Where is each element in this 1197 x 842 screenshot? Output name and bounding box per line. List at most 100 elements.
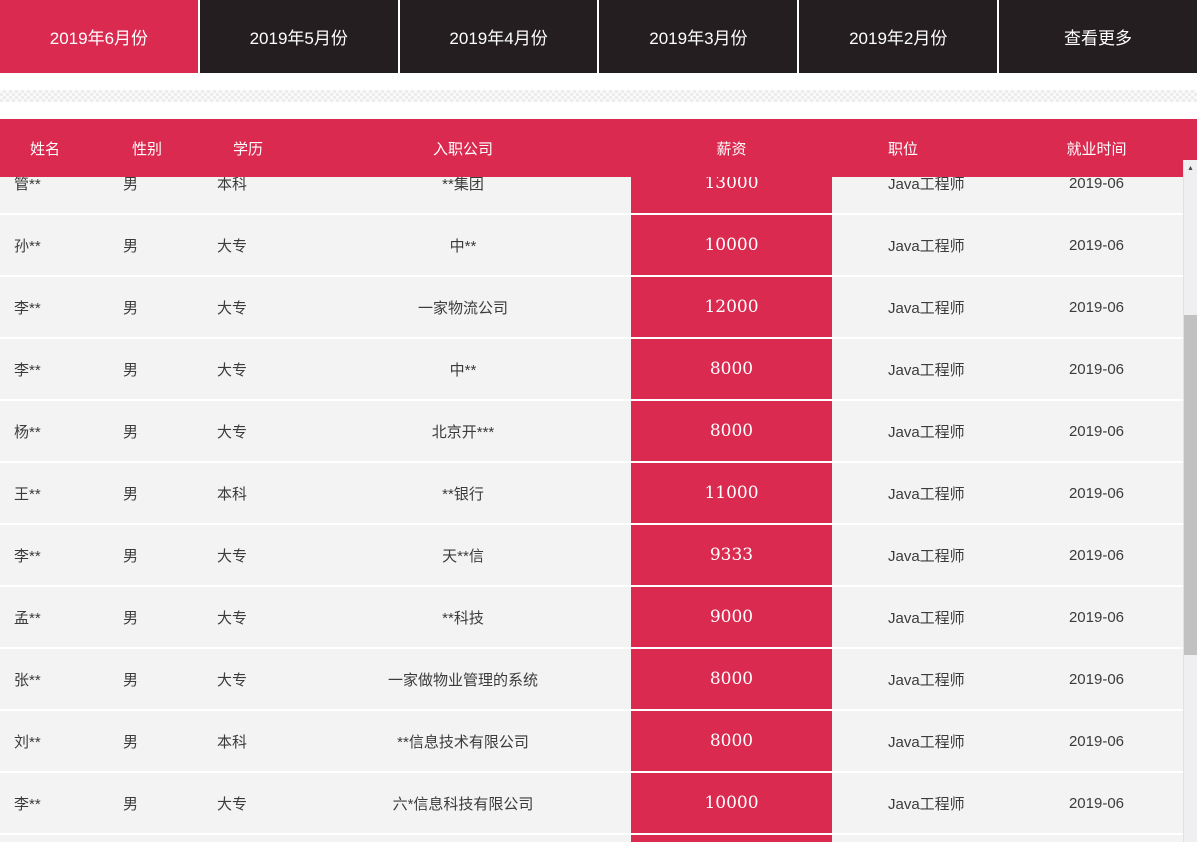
cell-gender: 男 bbox=[123, 795, 139, 813]
cell-education: 本科 bbox=[217, 733, 248, 751]
cell-date: 2019-06 bbox=[1068, 422, 1125, 440]
column-header-0: 姓名 bbox=[30, 140, 61, 158]
cell-company: **集团 bbox=[442, 175, 484, 193]
column-header-3: 入职公司 bbox=[432, 140, 493, 158]
column-header-2: 学历 bbox=[233, 140, 264, 158]
cell-name: 李** bbox=[14, 299, 41, 317]
table-row: 刘** 男 本科 **信息技术有限公司 8000 Java工程师 2019-06 bbox=[0, 711, 1183, 771]
cell-date: 2019-06 bbox=[1068, 670, 1125, 688]
cell-position: Java工程师 bbox=[888, 609, 965, 627]
cell-position: Java工程师 bbox=[888, 175, 965, 193]
cell-salary: 12000 bbox=[631, 277, 832, 337]
cell-company: 中** bbox=[449, 237, 477, 255]
cell-salary: 8000 bbox=[631, 401, 832, 461]
cell-gender: 男 bbox=[123, 175, 139, 193]
cell-education: 大专 bbox=[217, 609, 248, 627]
cell-gender: 男 bbox=[123, 671, 139, 689]
cell-education: 本科 bbox=[217, 485, 248, 503]
cell-education: 大专 bbox=[217, 423, 248, 441]
column-header-6: 就业时间 bbox=[1066, 140, 1127, 158]
tab-2019-05[interactable]: 2019年5月份 bbox=[199, 0, 398, 73]
cell-education: 大专 bbox=[217, 671, 248, 689]
cell-salary: 9333 bbox=[631, 525, 832, 585]
column-header-5: 职位 bbox=[888, 140, 919, 158]
cell-position: Java工程师 bbox=[888, 795, 965, 813]
cell-salary: 9000 bbox=[631, 835, 832, 842]
tab-view-more[interactable]: 查看更多 bbox=[999, 0, 1197, 73]
column-header-1: 性别 bbox=[132, 140, 163, 158]
cell-date: 2019-06 bbox=[1068, 360, 1125, 378]
cell-company: 中** bbox=[449, 361, 477, 379]
cell-position: Java工程师 bbox=[832, 835, 1010, 842]
table-row: 李** 男 大专 中** 8000 Java工程师 2019-06 bbox=[0, 339, 1183, 399]
cell-name: 王** bbox=[0, 835, 110, 842]
cell-position: Java工程师 bbox=[888, 299, 965, 317]
cell-salary: 10000 bbox=[631, 773, 832, 833]
cell-education: 大专 bbox=[217, 299, 248, 317]
cell-position: Java工程师 bbox=[888, 361, 965, 379]
cell-position: Java工程师 bbox=[888, 671, 965, 689]
cell-company: 天**信 bbox=[442, 547, 484, 565]
cell-education: 大专 bbox=[217, 795, 248, 813]
cell-name: 刘** bbox=[14, 733, 41, 751]
scrollbar-thumb[interactable] bbox=[1184, 315, 1197, 655]
table-row: 李** 男 大专 六*信息科技有限公司 10000 Java工程师 2019-06 bbox=[0, 773, 1183, 833]
cell-education: 大专 bbox=[217, 237, 248, 255]
cell-date: 2019-06 bbox=[1068, 794, 1125, 812]
table-row: 李** 男 大专 天**信 9333 Java工程师 2019-06 bbox=[0, 525, 1183, 585]
cell-position: Java工程师 bbox=[888, 423, 965, 441]
cell-education: 大专 bbox=[217, 361, 248, 379]
cell-gender: 男 bbox=[123, 423, 139, 441]
scroll-up-arrow-icon: ▲ bbox=[1187, 165, 1194, 172]
cell-company: **银行 bbox=[442, 485, 484, 503]
month-tabbar: 2019年6月份 2019年5月份 2019年4月份 2019年3月份 2019年2月份… bbox=[0, 0, 1197, 73]
cell-gender: 男 bbox=[123, 733, 139, 751]
cell-name: 管** bbox=[14, 175, 41, 193]
cell-date: 2019-06 bbox=[1068, 236, 1125, 254]
cell-gender: 男 bbox=[110, 835, 205, 842]
cell-gender: 男 bbox=[123, 547, 139, 565]
cell-position: Java工程师 bbox=[888, 485, 965, 503]
cell-salary: 8000 bbox=[631, 649, 832, 709]
cell-date: 2019-06 bbox=[1068, 298, 1125, 316]
scrollbar-track[interactable]: ▲ bbox=[1183, 160, 1197, 842]
cell-position: Java工程师 bbox=[888, 733, 965, 751]
cell-gender: 男 bbox=[123, 237, 139, 255]
table-row: 张** 男 大专 一家做物业管理的系统 8000 Java工程师 2019-06 bbox=[0, 649, 1183, 709]
table-row: 孙** 男 大专 中** 10000 Java工程师 2019-06 bbox=[0, 215, 1183, 275]
cell-name: 李** bbox=[14, 361, 41, 379]
table-row: 孟** 男 大专 **科技 9000 Java工程师 2019-06 bbox=[0, 587, 1183, 647]
cell-company: **科技 bbox=[295, 835, 631, 842]
table-row: 杨** 男 大专 北京开*** 8000 Java工程师 2019-06 bbox=[0, 401, 1183, 461]
cell-date: 2019-06 bbox=[1068, 732, 1125, 750]
cell-date: 2019-06 bbox=[1068, 484, 1125, 502]
texture-strip bbox=[0, 90, 1197, 119]
cell-education: 大专 bbox=[217, 547, 248, 565]
cell-date: 2019-06 bbox=[1010, 835, 1183, 842]
cell-name: 孙** bbox=[14, 237, 41, 255]
tab-2019-02[interactable]: 2019年2月份 bbox=[799, 0, 998, 73]
cell-company: **科技 bbox=[442, 609, 484, 627]
cell-company: 一家做物业管理的系统 bbox=[387, 671, 538, 689]
table-body: 管** 男本科 **集团 13000 Java工程师 2019-06 孙** 男大专 中** 10… bbox=[0, 153, 1183, 842]
cell-position: Java工程师 bbox=[888, 547, 965, 565]
tab-2019-04[interactable]: 2019年4月份 bbox=[399, 0, 598, 73]
cell-date: 2019-06 bbox=[1068, 608, 1125, 626]
tab-2019-03[interactable]: 2019年3月份 bbox=[599, 0, 798, 73]
tab-2019-06[interactable]: 2019年6月份 bbox=[0, 0, 198, 73]
cell-company: 六*信息科技有限公司 bbox=[392, 795, 534, 813]
cell-name: 孟** bbox=[14, 609, 41, 627]
cell-education: 大专 bbox=[205, 835, 295, 842]
cell-gender: 男 bbox=[123, 485, 139, 503]
scroll-up-button[interactable]: ▲ bbox=[1184, 160, 1197, 177]
table-row: 李** 男 大专 一家物流公司 12000 Java工程师 2019-06 bbox=[0, 277, 1183, 337]
cell-salary: 11000 bbox=[631, 463, 832, 523]
cell-name: 李** bbox=[14, 795, 41, 813]
cell-date: 2019-06 bbox=[1068, 174, 1125, 192]
cell-education: 本科 bbox=[217, 175, 248, 193]
cell-date: 2019-06 bbox=[1068, 546, 1125, 564]
cell-salary: 8000 bbox=[631, 339, 832, 399]
cell-company: 一家物流公司 bbox=[417, 299, 508, 317]
